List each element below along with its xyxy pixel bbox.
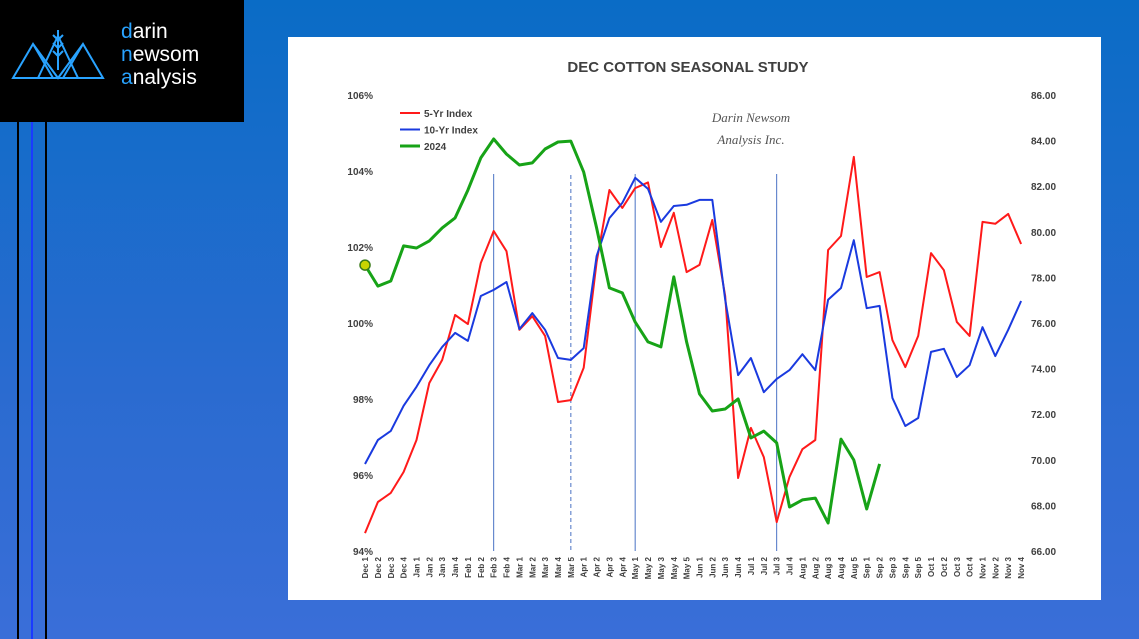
y-tick-label: 106% — [347, 91, 373, 102]
x-tick-label: Feb 1 — [464, 556, 473, 577]
watermark: Darin Newsom — [711, 110, 790, 125]
x-tick-label: Jun 4 — [734, 556, 743, 577]
y2-tick-label: 80.00 — [1031, 228, 1056, 239]
x-tick-label: Sep 4 — [901, 556, 910, 578]
watermark: Analysis Inc. — [716, 132, 784, 147]
decor-line — [17, 122, 19, 639]
x-tick-label: Dec 2 — [374, 556, 383, 578]
decor-line — [31, 122, 33, 639]
chart-title: DEC COTTON SEASONAL STUDY — [567, 59, 808, 76]
y2-tick-label: 70.00 — [1031, 456, 1056, 467]
x-tick-label: Jun 3 — [721, 556, 730, 577]
series-line — [364, 176, 1023, 465]
x-tick-label: Jul 1 — [747, 556, 756, 575]
x-tick-label: Nov 4 — [1017, 556, 1026, 578]
x-tick-label: Aug 4 — [837, 556, 846, 579]
x-tick-label: Aug 5 — [850, 556, 859, 579]
x-tick-label: May 5 — [683, 556, 692, 579]
x-tick-label: Sep 3 — [888, 556, 897, 578]
x-tick-label: Apr 2 — [593, 556, 602, 577]
x-tick-label: Mar 5 — [567, 556, 576, 577]
y2-tick-label: 82.00 — [1031, 182, 1056, 193]
x-tick-label: Feb 3 — [490, 556, 499, 577]
x-tick-label: Jul 4 — [786, 556, 795, 575]
logo: darin newsom analysis — [0, 0, 244, 122]
logo-text: newsom — [121, 43, 200, 66]
logo-text: darin — [121, 20, 168, 43]
x-tick-label: Sep 5 — [914, 556, 923, 578]
legend-label: 2024 — [424, 142, 447, 153]
x-tick-label: May 3 — [657, 556, 666, 579]
y2-tick-label: 68.00 — [1031, 501, 1056, 512]
decor-line — [45, 122, 47, 639]
logo-icon — [11, 30, 105, 80]
logo-text: analysis — [121, 66, 197, 89]
x-tick-label: Mar 2 — [528, 556, 537, 577]
x-tick-label: Oct 4 — [966, 556, 975, 577]
legend-label: 10-Yr Index — [424, 126, 478, 137]
legend-label: 5-Yr Index — [424, 109, 473, 120]
x-tick-label: Oct 2 — [940, 556, 949, 577]
x-tick-label: Mar 1 — [515, 556, 524, 577]
x-tick-label: Nov 2 — [991, 556, 1000, 578]
series-line — [364, 155, 1023, 534]
x-tick-label: Apr 3 — [605, 556, 614, 577]
x-tick-label: Aug 1 — [798, 556, 807, 579]
x-tick-label: May 4 — [670, 556, 679, 579]
x-tick-label: May 1 — [631, 556, 640, 579]
y-tick-label: 98% — [353, 395, 373, 406]
x-tick-label: Dec 1 — [361, 556, 370, 578]
x-tick-label: Dec 3 — [387, 556, 396, 578]
y2-tick-label: 74.00 — [1031, 365, 1056, 376]
y-tick-label: 96% — [353, 471, 373, 482]
series-line — [363, 137, 882, 525]
x-tick-label: Feb 4 — [503, 556, 512, 577]
x-tick-label: Jan 3 — [438, 556, 447, 577]
x-tick-label: Feb 2 — [477, 556, 486, 577]
y2-tick-label: 84.00 — [1031, 137, 1056, 148]
x-tick-label: Oct 1 — [927, 556, 936, 577]
y-tick-label: 102% — [347, 243, 373, 254]
x-tick-label: Dec 4 — [400, 556, 409, 578]
y2-tick-label: 66.00 — [1031, 547, 1056, 558]
y2-tick-label: 78.00 — [1031, 273, 1056, 284]
x-tick-label: Jun 2 — [708, 556, 717, 577]
x-tick-label: Jul 2 — [760, 556, 769, 575]
chart-box — [288, 37, 1101, 600]
x-tick-label: Apr 1 — [580, 556, 589, 577]
x-tick-label: Aug 2 — [811, 556, 820, 579]
y-tick-label: 94% — [353, 547, 373, 558]
y-tick-label: 100% — [347, 319, 373, 330]
y2-tick-label: 76.00 — [1031, 319, 1056, 330]
x-tick-label: Sep 1 — [863, 556, 872, 578]
y2-tick-label: 72.00 — [1031, 410, 1056, 421]
start-point — [359, 259, 371, 271]
x-tick-label: Mar 3 — [541, 556, 550, 577]
x-tick-label: May 2 — [644, 556, 653, 579]
x-tick-label: Apr 4 — [618, 556, 627, 577]
x-tick-label: Jul 3 — [773, 556, 782, 575]
y2-tick-label: 86.00 — [1031, 91, 1056, 102]
x-tick-label: Sep 2 — [876, 556, 885, 578]
x-tick-label: Nov 1 — [978, 556, 987, 578]
x-tick-label: Nov 3 — [1004, 556, 1013, 578]
x-tick-label: Jan 2 — [425, 556, 434, 577]
y-tick-label: 104% — [347, 167, 373, 178]
x-tick-label: Aug 3 — [824, 556, 833, 579]
x-tick-label: Jan 4 — [451, 556, 460, 577]
x-tick-label: Oct 3 — [953, 556, 962, 577]
x-tick-label: Jun 1 — [695, 556, 704, 577]
x-tick-label: Jan 1 — [412, 556, 421, 577]
x-tick-label: Mar 4 — [554, 556, 563, 577]
